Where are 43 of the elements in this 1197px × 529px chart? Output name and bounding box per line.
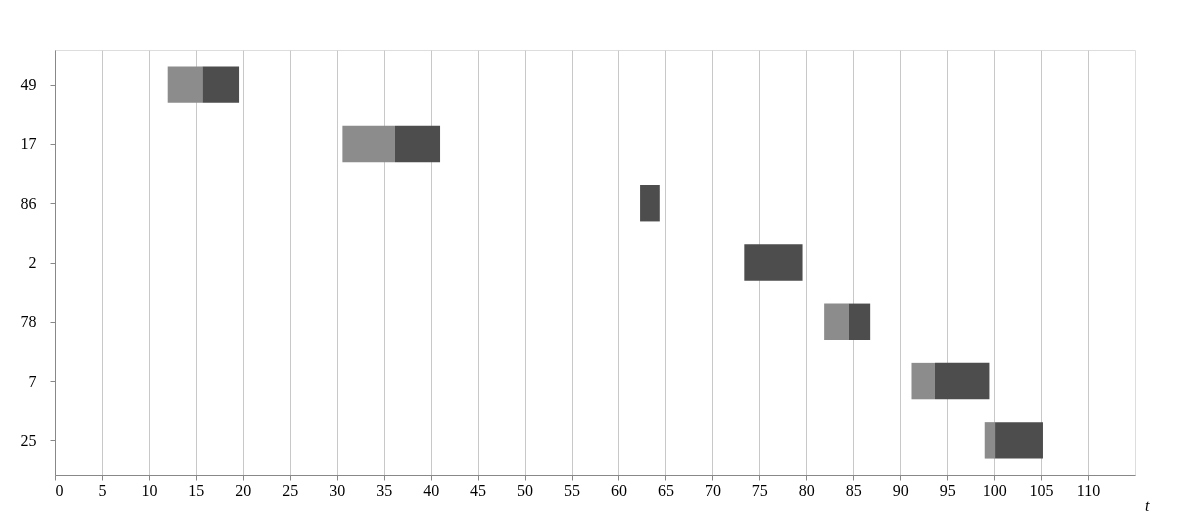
x-tick-label: 110 — [1076, 481, 1101, 499]
x-tick-label: 80 — [798, 481, 815, 499]
x-tick-label: 40 — [423, 481, 440, 499]
y-tick-label: 7 — [28, 372, 37, 390]
bar — [342, 125, 395, 163]
bar — [934, 362, 990, 400]
x-tick-label: 15 — [188, 481, 205, 499]
bar — [744, 244, 803, 281]
y-tick-label: 78 — [20, 313, 37, 331]
x-tick-label: 20 — [235, 481, 252, 499]
x-tick-label: 35 — [376, 481, 393, 499]
bar — [984, 422, 996, 459]
bar — [202, 66, 240, 103]
bar — [167, 66, 203, 103]
x-tick-label: 60 — [610, 481, 627, 499]
x-tick-label: 0 — [55, 481, 64, 499]
y-tick-label: 2 — [28, 254, 37, 271]
x-tick-label: 45 — [470, 481, 487, 499]
x-tick-label: 55 — [564, 481, 581, 499]
x-tick-label: 75 — [751, 481, 768, 499]
x-tick-label: 65 — [657, 481, 674, 499]
x-tick-label: 50 — [517, 481, 534, 499]
y-tick-label: 17 — [20, 135, 37, 153]
bar — [394, 125, 441, 163]
x-tick-label: 85 — [845, 481, 862, 499]
x-tick-label: 90 — [892, 481, 909, 499]
x-tick-label: 70 — [704, 481, 721, 499]
bar — [848, 303, 871, 340]
bar — [995, 422, 1043, 459]
bar — [911, 362, 935, 400]
x-tick-label: 5 — [98, 481, 107, 499]
y-tick-label: 49 — [20, 76, 37, 94]
y-tick-label: 86 — [20, 194, 37, 212]
bar — [824, 303, 849, 340]
x-tick-label: 105 — [1029, 481, 1054, 499]
x-tick-label: 10 — [141, 481, 158, 499]
x-tick-label: 95 — [939, 481, 956, 499]
x-axis-title: t — [1145, 496, 1151, 514]
bar — [640, 185, 660, 222]
y-tick-label: 25 — [20, 431, 37, 449]
x-tick-label: 100 — [982, 481, 1007, 499]
x-tick-label: 25 — [282, 481, 299, 499]
x-tick-label: 30 — [329, 481, 346, 499]
